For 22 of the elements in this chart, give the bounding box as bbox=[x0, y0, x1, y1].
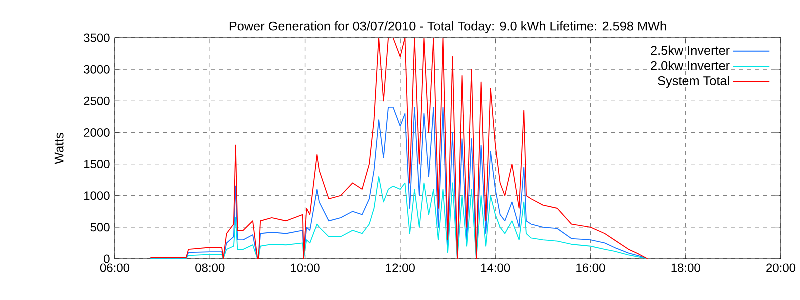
y-tick-label: 0 bbox=[104, 254, 110, 264]
x-tick-label: 18:00 bbox=[672, 264, 700, 272]
y-tick-label: 1000 bbox=[84, 192, 110, 200]
legend-label: 2.5kw Inverter bbox=[651, 46, 730, 56]
x-tick-label: 10:00 bbox=[291, 264, 320, 272]
y-tick-label: 3000 bbox=[84, 65, 110, 74]
x-tick-label: 12:00 bbox=[386, 264, 415, 272]
y-tick-label: 500 bbox=[90, 223, 110, 232]
y-tick-label: 2000 bbox=[84, 128, 110, 137]
x-tick-label: 20:00 bbox=[766, 264, 796, 272]
y-tick-label: 2500 bbox=[84, 96, 110, 106]
x-tick-label: 08:00 bbox=[196, 264, 225, 272]
legend-label: System Total bbox=[658, 76, 730, 88]
x-tick-label: 14:00 bbox=[481, 264, 510, 272]
x-tick-label: 16:00 bbox=[576, 264, 606, 272]
y-tick-label: 1500 bbox=[84, 160, 110, 169]
y-axis-title: Watts bbox=[54, 133, 64, 164]
x-tick-label: 06:00 bbox=[100, 264, 130, 272]
y-tick-label: 3500 bbox=[84, 34, 110, 42]
legend-label: 2.0kw Inverter bbox=[651, 60, 730, 70]
line-series bbox=[150, 38, 648, 259]
chart-title: Power Generation for 03/07/2010 - Total Today: 9.0 kWh Lifetime: 2.598 MWh bbox=[230, 21, 666, 34]
